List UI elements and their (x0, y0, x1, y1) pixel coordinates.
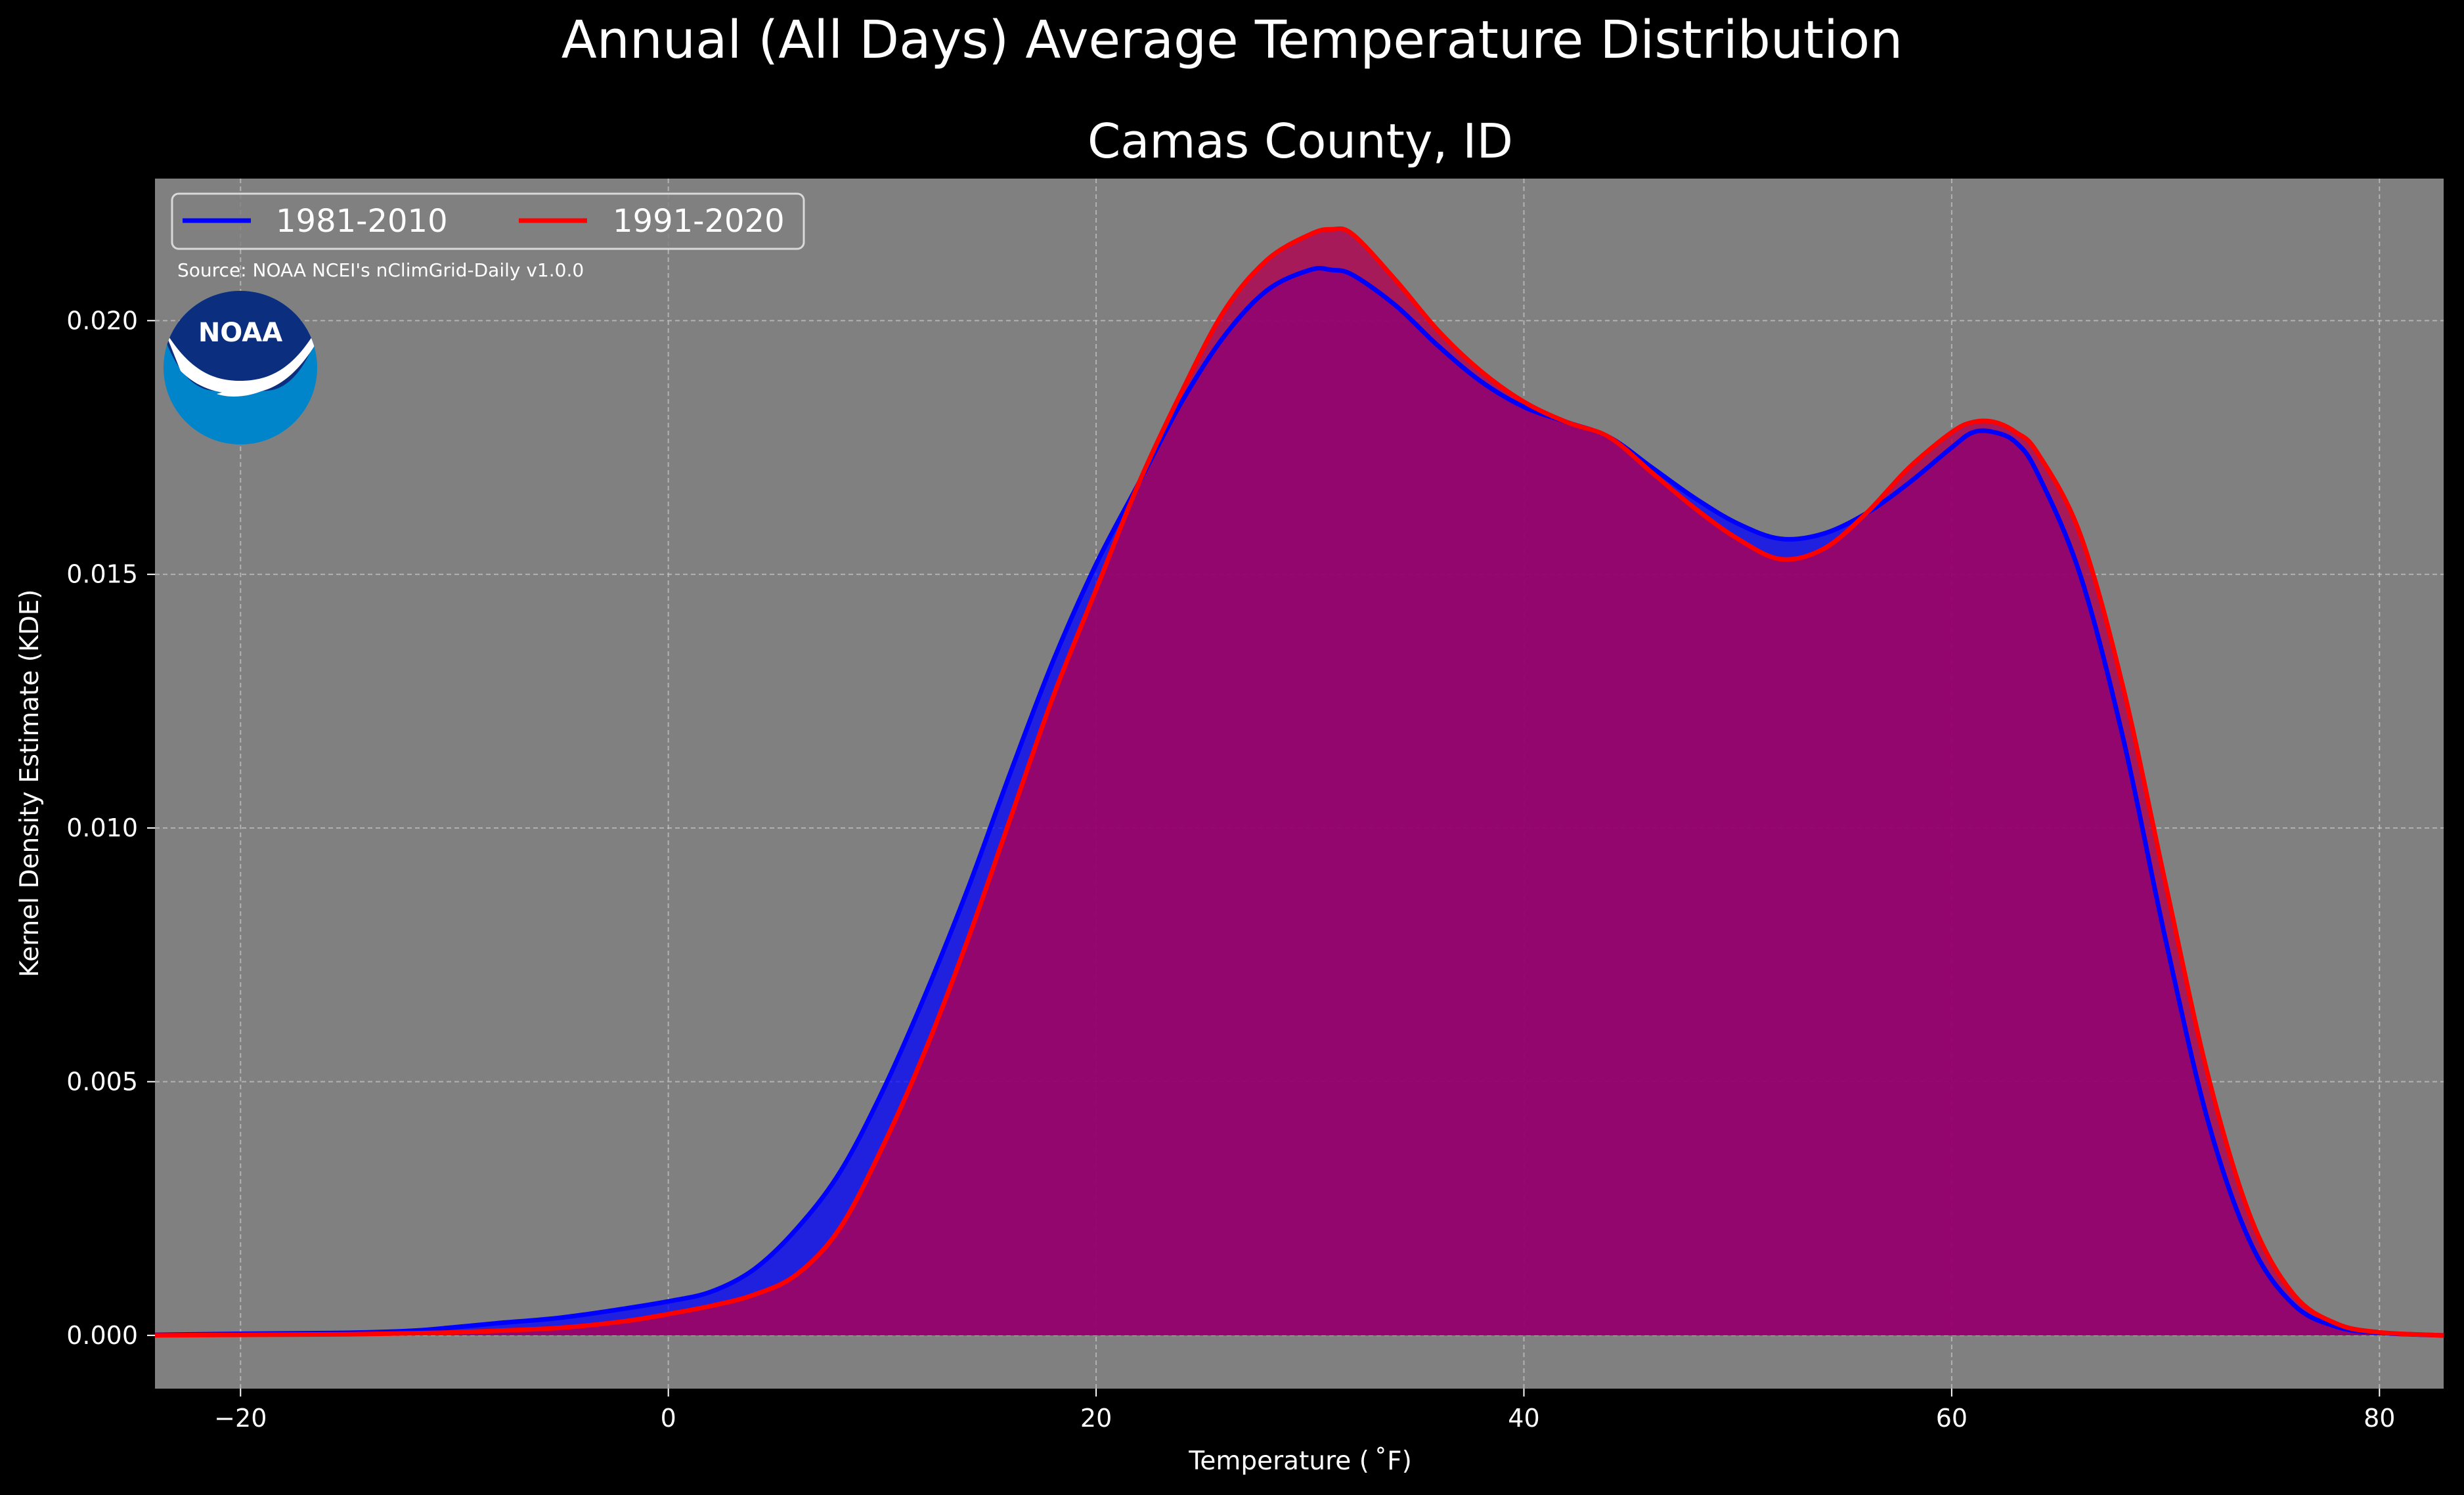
y-axis-label: Kernel Density Estimate (KDE) (15, 590, 45, 978)
axis-ticks: −20 0 20 40 60 80 0.000 0.005 0.010 0.015 0.020 (66, 306, 2395, 1433)
noaa-logo: NOAA (164, 291, 317, 444)
series-fill-1991-2020 (155, 228, 2444, 1335)
x-axis-label: Temperature ( ˚F) (1188, 1446, 1412, 1476)
noaa-logo-gull-tail (217, 383, 276, 397)
chart-subtitle: Camas County, ID (1088, 114, 1513, 169)
y-tick-label: 0.010 (66, 813, 138, 842)
x-tick-label: 20 (1080, 1404, 1112, 1433)
noaa-logo-text: NOAA (198, 318, 282, 348)
x-tick-label: −20 (214, 1404, 267, 1433)
x-tick-label: 0 (661, 1404, 676, 1433)
legend-box (171, 192, 805, 250)
noaa-logo-gull (164, 328, 317, 394)
noaa-logo-sky (164, 291, 317, 391)
y-tick-label: 0.005 (66, 1067, 138, 1096)
source-note: Source: NOAA NCEI's nClimGrid-Daily v1.0… (177, 259, 584, 281)
x-tick-label: 80 (2364, 1404, 2395, 1433)
y-tick-label: 0.020 (66, 306, 138, 335)
series-lines (154, 226, 2444, 1338)
series-fills (155, 228, 2444, 1335)
x-tick-label: 60 (1936, 1404, 1968, 1433)
y-tick-label: 0.000 (66, 1321, 138, 1350)
y-tick-label: 0.015 (66, 560, 138, 589)
series-line-1991-2020 (154, 226, 2444, 1338)
legend-label-1981: 1981-2010 (276, 203, 448, 240)
legend-label-1991: 1991-2020 (613, 203, 785, 240)
chart-title: Annual (All Days) Average Temperature Di… (561, 10, 1903, 70)
x-tick-label: 40 (1508, 1404, 1539, 1433)
legend: 1981-2010 1991-2020 (171, 192, 805, 250)
series-line-1981-2010 (154, 265, 2444, 1338)
